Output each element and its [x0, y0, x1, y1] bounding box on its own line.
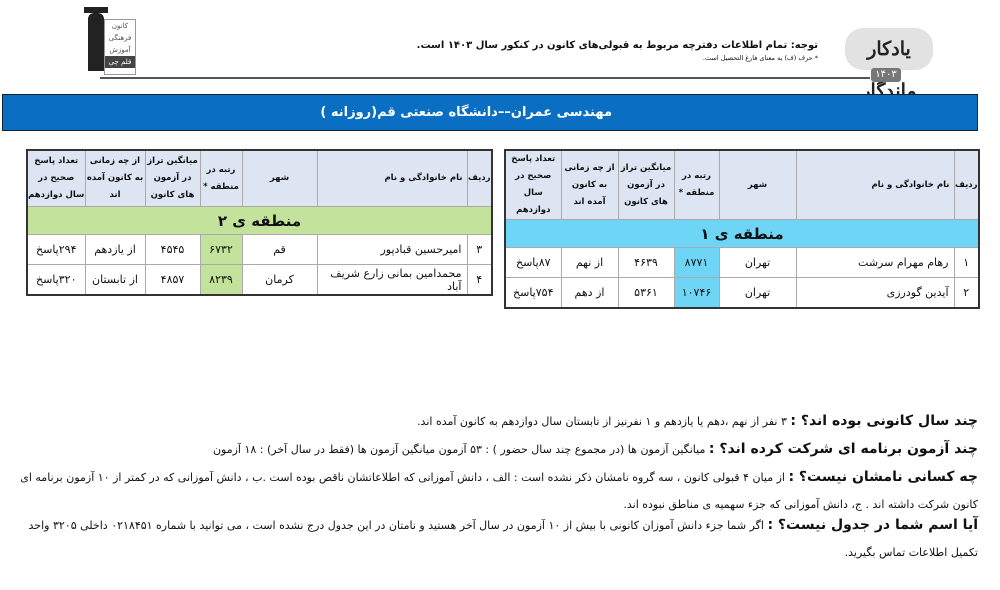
zone-row: منطقه ی ۱: [504, 219, 980, 248]
note-answer: اگر شما جزء دانش آموزان کانونی با بیش از…: [28, 519, 768, 532]
note-question: چند سال کانونی بوده اند؟ :: [790, 413, 978, 429]
logo-board: کانون فرهنگی آموزش قلم چی: [104, 19, 136, 75]
note-2: چند آزمون برنامه ای شرکت کرده اند؟ : میا…: [213, 441, 978, 457]
rank-cell: ۸۲۳۹: [199, 264, 243, 296]
notice-text: توجه: تمام اطلاعات دفترچه مربوط به قبولی…: [416, 40, 818, 51]
answers-cell: ۸۷پاسخ: [504, 247, 562, 278]
column-header: میانگین تراز در آزمون های کانون: [617, 149, 675, 220]
avg-cell: ۴۵۴۵: [144, 234, 201, 265]
radif-cell: ۴: [466, 264, 493, 296]
column-header: تعداد پاسخ صحیح در سال دوازدهم: [504, 149, 562, 220]
kanoon-logo: کانون فرهنگی آموزش قلم چی: [84, 5, 136, 75]
note-question: چه کسانی نامشان نیست؟ :: [788, 469, 978, 485]
zone-row: منطقه ی ۲: [26, 206, 493, 235]
logo-year: ۱۴۰۳: [871, 68, 901, 82]
logo-line: قلم چی: [105, 56, 135, 68]
column-header: رتبه در منطقه *: [199, 149, 243, 207]
program-title: مهندسی عمران––دانشگاه صنعتی قم(روزانه ): [320, 105, 612, 120]
city-cell: تهران: [718, 247, 797, 278]
zone-1-table: ردیف نام خانوادگی و نام شهر رتبه در منطقه *…: [504, 149, 980, 309]
column-header: نام خانوادگی و نام: [795, 149, 955, 220]
note-answer: از میان ۴ قبولی کانون ، سه گروه نامشان ذ…: [20, 471, 789, 484]
graduation-cap-icon: [84, 7, 108, 13]
graduate-figure-icon: [88, 13, 104, 71]
header-row: ردیف نام خانوادگی و نام شهر رتبه در منطقه *…: [26, 149, 493, 207]
note-answer: ۳ نفر از نهم ،دهم یا یازدهم و ۱ نفرنیز ا…: [417, 415, 791, 428]
name-cell: امیرحسین قبادپور: [316, 234, 468, 265]
column-header: میانگین تراز در آزمون های کانون: [144, 149, 201, 207]
table-row: ۳ امیرحسین قبادپور قم ۶۷۳۲ ۴۵۴۵ از یازده…: [26, 234, 493, 265]
logo-line: فرهنگی: [108, 34, 132, 42]
zone-label: منطقه ی ۱: [504, 219, 980, 248]
table-row: ۴ محمدامین بمانی زارع شریف آباد کرمان ۸۲…: [26, 264, 493, 296]
column-header: نام خانوادگی و نام: [316, 149, 468, 207]
since-cell: از تابستان: [84, 264, 146, 296]
column-header: رتبه در منطقه *: [673, 149, 720, 220]
table-row: ۲ آیدین گودرزی تهران ۱۰۷۴۶ ۵۳۶۱ از دهم ۷…: [504, 277, 980, 309]
column-header: ردیف: [466, 149, 493, 207]
name-cell: آیدین گودرزی: [795, 277, 955, 309]
city-cell: تهران: [718, 277, 797, 309]
column-header: شهر: [241, 149, 318, 207]
rank-cell: ۱۰۷۴۶: [673, 277, 720, 309]
note-3-cont: کانون شرکت داشته اند . ج، دانش آموزانی ک…: [623, 498, 978, 511]
table-row: ۱ رهام مهرام سرشت تهران ۸۷۷۱ ۴۶۳۹ از نهم…: [504, 247, 980, 278]
note-4-cont: تکمیل اطلاعات تماس بگیرید.: [844, 546, 978, 559]
name-cell: محمدامین بمانی زارع شریف آباد: [316, 264, 468, 296]
column-header: تعداد پاسخ صحیح در سال دوازدهم: [26, 149, 86, 207]
zone-label: منطقه ی ۲: [26, 206, 493, 235]
notice-subtext: * حرف (ف) به معنای فارغ التحصیل است.: [702, 54, 818, 62]
name-cell: رهام مهرام سرشت: [795, 247, 955, 278]
note-3: چه کسانی نامشان نیست؟ : از میان ۴ قبولی …: [20, 469, 978, 485]
header-divider: [100, 77, 870, 79]
answers-cell: ۳۲۰پاسخ: [26, 264, 86, 296]
logo-text: یادکار ماندگار: [845, 28, 933, 102]
note-question: آیا اسم شما در جدول نیست؟ :: [767, 517, 978, 533]
radif-cell: ۲: [953, 277, 980, 309]
header-row: ردیف نام خانوادگی و نام شهر رتبه در منطقه *…: [504, 149, 980, 220]
logo-line: آموزش: [109, 46, 131, 54]
answers-cell: ۲۹۴پاسخ: [26, 234, 86, 265]
city-cell: کرمان: [241, 264, 318, 296]
note-4: آیا اسم شما در جدول نیست؟ : اگر شما جزء …: [29, 517, 978, 533]
answers-cell: ۷۵۴پاسخ: [504, 277, 562, 309]
note-answer: میانگین آزمون ها (در مجموع چند سال حضور …: [212, 443, 709, 456]
column-header: از چه زمانی به کانون آمده اند: [560, 149, 619, 220]
since-cell: از نهم: [560, 247, 619, 278]
program-banner: مهندسی عمران––دانشگاه صنعتی قم(روزانه ): [2, 94, 978, 131]
avg-cell: ۴۶۳۹: [617, 247, 675, 278]
column-header: شهر: [718, 149, 797, 220]
note-question: چند آزمون برنامه ای شرکت کرده اند؟ :: [708, 441, 978, 457]
note-1: چند سال کانونی بوده اند؟ : ۳ نفر از نهم …: [417, 413, 978, 429]
column-header: ردیف: [953, 149, 980, 220]
radif-cell: ۳: [466, 234, 493, 265]
rank-cell: ۶۷۳۲: [199, 234, 243, 265]
radif-cell: ۱: [953, 247, 980, 278]
avg-cell: ۴۸۵۷: [144, 264, 201, 296]
city-cell: قم: [241, 234, 318, 265]
notice: توجه: تمام اطلاعات دفترچه مربوط به قبولی…: [417, 40, 818, 62]
column-header: از چه زمانی به کانون آمده اند: [84, 149, 146, 207]
since-cell: از یازدهم: [84, 234, 146, 265]
zone-2-table: ردیف نام خانوادگی و نام شهر رتبه در منطقه *…: [26, 149, 493, 296]
avg-cell: ۵۳۶۱: [617, 277, 675, 309]
logo-line: کانون: [111, 22, 129, 30]
rank-cell: ۸۷۷۱: [673, 247, 720, 278]
since-cell: از دهم: [560, 277, 619, 309]
